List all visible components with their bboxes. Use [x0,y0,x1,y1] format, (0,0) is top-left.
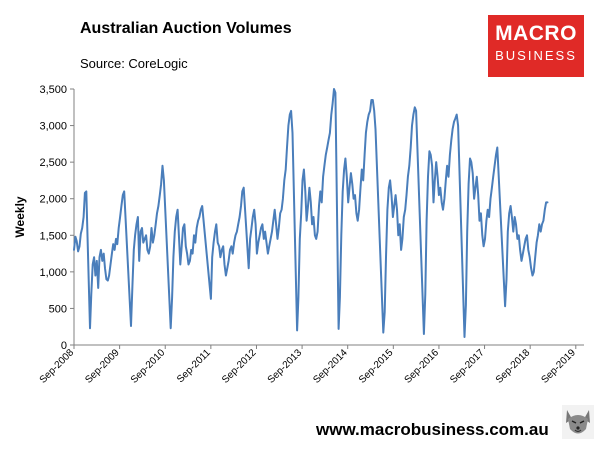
logo-line-business: BUSINESS [495,48,577,63]
x-tick-label: Sep-2012 [220,347,259,386]
logo-line-macro: MACRO [495,22,577,45]
x-tick-label: Sep-2019 [539,347,578,386]
x-axis: Sep-2008 Sep-2009 Sep-2010 Sep-2011 Sep-2012… [38,344,584,386]
macrobusiness-logo[interactable]: MACRO BUSINESS [488,15,584,77]
series-line-weekly-auctions [73,88,549,338]
y-axis: 0 500 1,000 1,500 2,000 2,500 3,000 3,500 [39,84,75,352]
x-tick-label: Sep-2015 [357,347,396,386]
x-tick-label: Sep-2014 [311,347,350,386]
y-tick-label: 3,500 [39,84,67,96]
x-tick-label: Sep-2011 [175,347,213,385]
footer-url[interactable]: www.macrobusiness.com.au [316,420,549,439]
x-tick-label: Sep-2013 [266,347,305,386]
chart-title: Australian Auction Volumes [80,20,292,37]
y-tick-label: 2,500 [39,157,67,169]
y-tick-label: 1,500 [39,230,67,242]
x-tick-label: Sep-2016 [403,347,442,386]
x-tick-label: Sep-2010 [129,347,168,386]
y-axis-label: Weekly [13,196,27,237]
series-group [73,88,549,338]
x-tick-label: Sep-2008 [38,347,77,386]
y-tick-label: 500 [49,303,67,315]
x-tick-label: Sep-2009 [83,347,122,386]
chart-source: Source: CoreLogic [80,56,188,71]
x-tick-label: Sep-2017 [448,347,487,386]
wolf-logo-icon [562,405,594,439]
y-tick-label: 3,000 [39,121,67,133]
x-tick-label: Sep-2018 [494,347,533,386]
y-tick-label: 0 [61,340,67,352]
y-tick-label: 2,000 [39,194,67,206]
y-tick-label: 1,000 [39,267,67,279]
